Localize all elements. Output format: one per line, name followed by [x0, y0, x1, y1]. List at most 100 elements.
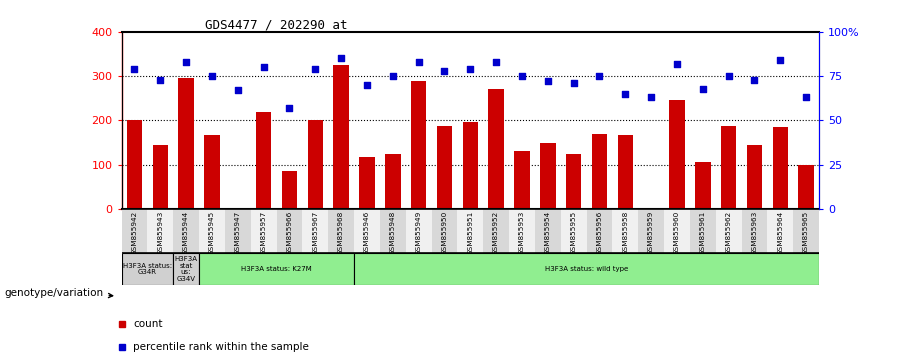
- Point: [256, 64, 271, 70]
- Bar: [256, 112, 271, 209]
- Text: GSM855961: GSM855961: [700, 211, 706, 255]
- Bar: [768, 209, 793, 253]
- Text: GSM855954: GSM855954: [544, 211, 551, 255]
- Bar: [199, 253, 354, 285]
- Bar: [721, 126, 736, 209]
- Text: H3F3A status:
G34R: H3F3A status: G34R: [122, 263, 172, 275]
- Text: GSM855964: GSM855964: [778, 211, 783, 255]
- Text: H3F3A
stat
us:
G34V: H3F3A stat us: G34V: [175, 256, 198, 282]
- Bar: [587, 209, 612, 253]
- Bar: [509, 209, 535, 253]
- Bar: [276, 209, 302, 253]
- Bar: [178, 78, 194, 209]
- Point: [489, 59, 503, 65]
- Bar: [566, 154, 581, 209]
- Point: [385, 73, 400, 79]
- Bar: [612, 209, 638, 253]
- Text: GDS4477 / 202290_at: GDS4477 / 202290_at: [205, 18, 347, 31]
- Bar: [127, 120, 142, 209]
- Text: GSM855951: GSM855951: [467, 211, 473, 255]
- Point: [566, 80, 580, 86]
- Bar: [173, 253, 199, 285]
- Bar: [385, 154, 400, 209]
- Bar: [561, 209, 587, 253]
- Bar: [148, 209, 173, 253]
- Point: [670, 61, 684, 67]
- Text: GSM855949: GSM855949: [416, 211, 421, 255]
- Bar: [122, 209, 148, 253]
- Text: GSM855952: GSM855952: [493, 211, 500, 255]
- Text: GSM855947: GSM855947: [235, 211, 241, 255]
- Bar: [463, 122, 478, 209]
- Point: [308, 66, 322, 72]
- Text: GSM855963: GSM855963: [752, 211, 758, 255]
- Bar: [638, 209, 664, 253]
- Text: GSM855966: GSM855966: [286, 211, 292, 255]
- Bar: [483, 209, 509, 253]
- Bar: [591, 134, 608, 209]
- Text: H3F3A status: wild type: H3F3A status: wild type: [544, 266, 628, 272]
- Text: percentile rank within the sample: percentile rank within the sample: [133, 342, 309, 352]
- Point: [360, 82, 374, 88]
- Text: GSM855946: GSM855946: [364, 211, 370, 255]
- Text: GSM855965: GSM855965: [803, 211, 809, 255]
- Point: [592, 73, 607, 79]
- Text: GSM855956: GSM855956: [597, 211, 602, 255]
- Bar: [173, 209, 199, 253]
- Bar: [716, 209, 742, 253]
- Point: [153, 77, 167, 82]
- Point: [283, 105, 297, 111]
- Text: GSM855948: GSM855948: [390, 211, 396, 255]
- Point: [773, 57, 788, 63]
- Text: GSM855958: GSM855958: [622, 211, 628, 255]
- Bar: [540, 143, 555, 209]
- Bar: [406, 209, 431, 253]
- Text: GSM855968: GSM855968: [338, 211, 344, 255]
- Bar: [514, 152, 530, 209]
- Text: GSM855944: GSM855944: [183, 211, 189, 255]
- Point: [747, 77, 761, 82]
- Bar: [489, 88, 504, 209]
- Text: GSM855957: GSM855957: [261, 211, 266, 255]
- Bar: [308, 120, 323, 209]
- Bar: [333, 65, 349, 209]
- Point: [334, 56, 348, 61]
- Bar: [354, 253, 819, 285]
- Point: [463, 66, 477, 72]
- Bar: [457, 209, 483, 253]
- Point: [696, 86, 710, 91]
- Point: [541, 79, 555, 84]
- Bar: [436, 126, 452, 209]
- Text: GSM855943: GSM855943: [158, 211, 163, 255]
- Bar: [302, 209, 328, 253]
- Text: GSM855959: GSM855959: [648, 211, 654, 255]
- Point: [799, 95, 814, 100]
- Point: [618, 91, 633, 97]
- Bar: [225, 209, 251, 253]
- Bar: [359, 157, 374, 209]
- Bar: [742, 209, 768, 253]
- Bar: [354, 209, 380, 253]
- Bar: [664, 209, 689, 253]
- Bar: [251, 209, 276, 253]
- Point: [515, 73, 529, 79]
- Bar: [282, 171, 297, 209]
- Point: [722, 73, 736, 79]
- Bar: [617, 135, 633, 209]
- Text: GSM855942: GSM855942: [131, 211, 138, 255]
- Bar: [689, 209, 716, 253]
- Text: GSM855953: GSM855953: [519, 211, 525, 255]
- Bar: [695, 162, 710, 209]
- Bar: [535, 209, 561, 253]
- Point: [437, 68, 452, 74]
- Text: count: count: [133, 319, 163, 329]
- Point: [127, 66, 141, 72]
- Bar: [431, 209, 457, 253]
- Text: GSM855962: GSM855962: [725, 211, 732, 255]
- Point: [204, 73, 219, 79]
- Bar: [122, 253, 173, 285]
- Text: H3F3A status: K27M: H3F3A status: K27M: [241, 266, 312, 272]
- Bar: [380, 209, 406, 253]
- Text: GSM855955: GSM855955: [571, 211, 577, 255]
- Point: [230, 87, 245, 93]
